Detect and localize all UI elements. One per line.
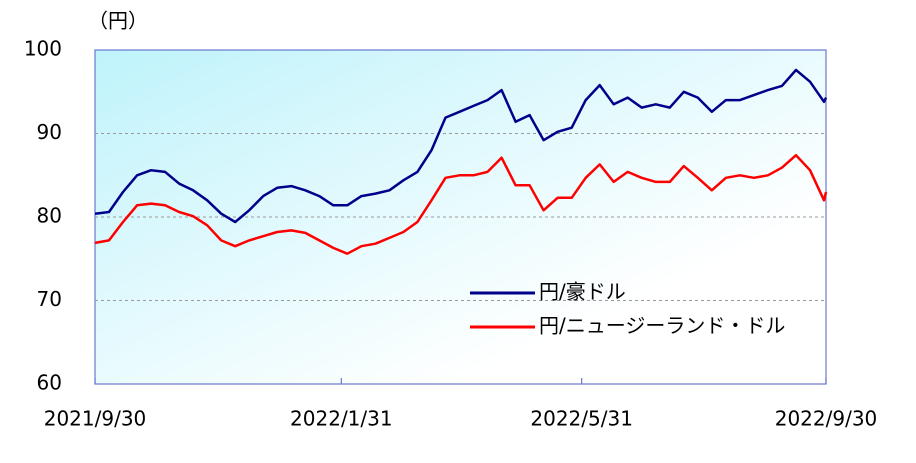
x-tick-label: 2022/1/31 xyxy=(290,407,393,431)
series-line xyxy=(94,68,828,224)
y-tick-label: 70 xyxy=(37,287,62,311)
y-tick-label: 80 xyxy=(37,204,62,228)
x-tick-label: 2022/9/30 xyxy=(775,407,878,431)
y-tick-label: 100 xyxy=(24,37,62,61)
y-unit: （円） xyxy=(88,9,148,33)
y-tick-label: 60 xyxy=(37,371,62,395)
series-line xyxy=(94,153,828,255)
legend-label: 円/豪ドル xyxy=(539,280,626,304)
x-tick-label: 2022/5/31 xyxy=(530,407,633,431)
legend-label: 円/ニュージーランド・ドル xyxy=(539,314,785,338)
x-tick-label: 2021/9/30 xyxy=(44,407,147,431)
y-tick-label: 90 xyxy=(37,120,62,144)
